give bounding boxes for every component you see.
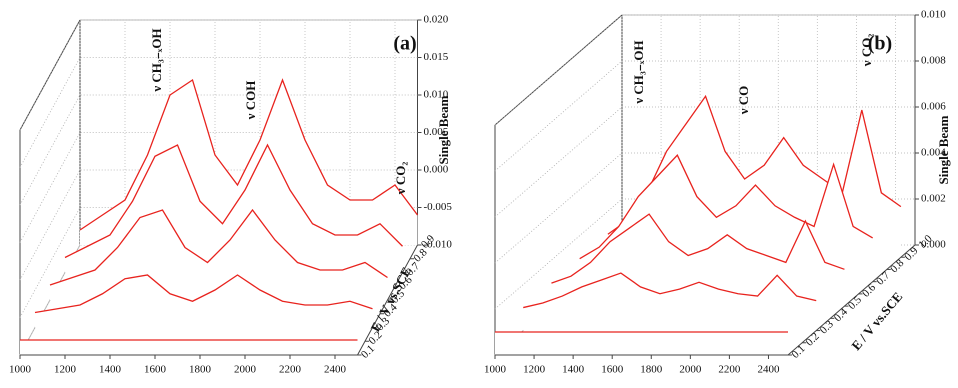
y-tick-label: 0.010 (921, 9, 946, 21)
x-tick-label: 2400 (324, 364, 347, 376)
y-tick-label: 0.006 (921, 101, 946, 113)
spectrum-fill (35, 275, 373, 328)
x-tick-label: 1600 (601, 364, 624, 376)
x-tick-label: 2000 (234, 364, 257, 376)
y-tick-label: 0.010 (424, 89, 449, 101)
y-tick-label: -0.005 (424, 201, 453, 213)
z-tick-label: 0.1 (789, 343, 807, 361)
x-tick-label: 2000 (679, 364, 702, 376)
annotation: ν COH (243, 81, 258, 121)
annotation: ν CH₃₋ₓOH (631, 40, 646, 104)
axis-line (787, 244, 916, 356)
x-tick-label: 1000 (484, 364, 507, 376)
grid-line (494, 60, 915, 172)
x-tick-label: 1200 (54, 364, 77, 376)
y-axis-label: Single Beam (436, 95, 451, 164)
y-tick-label: 0.005 (424, 126, 449, 138)
z-tick-label: 0.6 (860, 281, 879, 300)
y-tick-label: 0.000 (424, 164, 449, 176)
y-tick-label: 0.002 (921, 193, 946, 205)
y-tick-label: 0.020 (424, 14, 449, 26)
z-tick-label: 0.7 (874, 269, 893, 288)
spectrum (579, 154, 873, 260)
panel-label: (b) (868, 33, 892, 55)
y-tick-label: 0.004 (921, 147, 946, 159)
spectrum (523, 272, 817, 309)
spectrum-fill (495, 332, 788, 355)
y-tick-label: 0.008 (921, 55, 946, 67)
panel-label: (a) (393, 33, 416, 55)
annotation: ν CO (736, 86, 751, 116)
grid-line (494, 152, 915, 264)
annotation: ν CO₂ (393, 162, 408, 196)
z-tick-label: 0.2 (804, 330, 822, 348)
x-tick-label: 2200 (279, 364, 302, 376)
y-tick-label: -0.010 (424, 239, 453, 251)
z-tick-label: 0.9 (902, 245, 921, 264)
x-tick-label: 1200 (523, 364, 546, 376)
x-tick-label: 1800 (640, 364, 663, 376)
z-tick-label: 0.4 (832, 306, 851, 325)
x-tick-label: 1600 (144, 364, 167, 376)
grid-line (494, 14, 915, 126)
spectrum (34, 274, 373, 314)
x-tick-label: 2400 (757, 364, 780, 376)
spectrum-fill (523, 273, 817, 331)
x-tick-label: 2200 (718, 364, 741, 376)
spectrum (607, 94, 902, 235)
z-tick-label: 0.3 (818, 318, 837, 337)
y-tick-label: 0.000 (921, 239, 946, 251)
axis-line (19, 19, 81, 131)
z-tick-label: 0.5 (846, 293, 865, 312)
annotation: ν CO₂ (859, 34, 874, 68)
spectrum (79, 78, 419, 231)
spectrum (49, 208, 388, 286)
x-tick-label: 1800 (189, 364, 212, 376)
spectrum (551, 213, 845, 284)
spectrum (64, 143, 403, 259)
z-tick-label: 0.8 (888, 257, 907, 276)
annotation: ν CH₃₋ₓOH (149, 28, 164, 92)
x-tick-label: 1400 (99, 364, 122, 376)
x-tick-label: 1400 (562, 364, 585, 376)
y-tick-label: 0.015 (424, 51, 449, 63)
spectrum-fill (20, 340, 358, 355)
y-axis-label: Single Beam (936, 115, 951, 184)
x-tick-label: 1000 (9, 364, 32, 376)
